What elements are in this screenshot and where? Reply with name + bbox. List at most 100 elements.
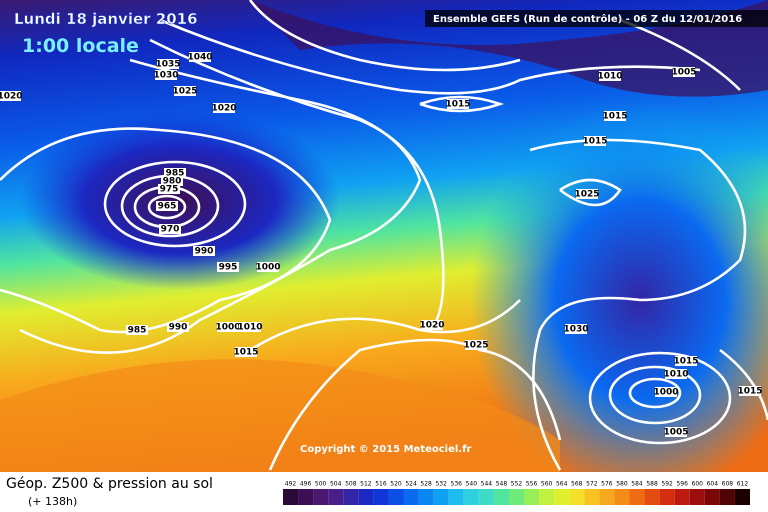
isobar-label: 1025	[463, 341, 488, 351]
legend-swatch	[418, 489, 434, 505]
legend-swatch	[388, 489, 404, 505]
legend-swatch	[478, 489, 494, 505]
isobar-label: 1005	[663, 428, 688, 438]
legend: 492 496 500 504 508 512 516 520 524 528 532 536 540 5…	[283, 481, 750, 505]
isobar-label: 1015	[737, 387, 762, 397]
isobar-label: 965	[158, 202, 177, 212]
legend-label: 596	[676, 481, 688, 488]
date-text: Lundi 18 janvier 2016	[14, 10, 198, 28]
label-bg	[599, 71, 621, 81]
isobar-label: 1010	[597, 72, 622, 82]
label-bg	[158, 184, 180, 194]
legend-label: 568	[571, 481, 583, 488]
label-bg	[239, 322, 261, 332]
label-bg	[665, 369, 687, 379]
legend-swatch	[493, 489, 509, 505]
isobar-label: 1015	[582, 137, 607, 147]
legend-swatch	[283, 489, 299, 505]
legend-label: 564	[556, 481, 568, 488]
legend-swatch	[343, 489, 359, 505]
legend-swatch	[554, 489, 570, 505]
legend-swatch	[734, 489, 750, 505]
legend-swatch	[539, 489, 555, 505]
legend-swatch	[328, 489, 344, 505]
legend-swatch	[463, 489, 479, 505]
legend-swatch	[704, 489, 720, 505]
isobar-label: 1030	[153, 71, 178, 81]
label-bg	[665, 427, 687, 437]
isobar-label: 980	[163, 177, 182, 187]
legend-label: 604	[707, 481, 719, 488]
legend-label: 496	[300, 481, 312, 488]
legend-label: 548	[496, 481, 508, 488]
isobar-label: 990	[169, 323, 188, 333]
label-bg	[161, 176, 183, 186]
legend-label: 524	[405, 481, 417, 488]
legend-swatch	[313, 489, 329, 505]
legend-swatch	[524, 489, 540, 505]
isobar-label: 1025	[574, 190, 599, 200]
label-bg	[675, 356, 697, 366]
legend-label: 540	[466, 481, 478, 488]
legend-label: 612	[737, 481, 749, 488]
legend-label: 588	[646, 481, 658, 488]
legend-swatch	[674, 489, 690, 505]
legend-label: 544	[481, 481, 493, 488]
legend-label: 492	[285, 481, 297, 488]
label-bg	[235, 347, 257, 357]
legend-swatch	[629, 489, 645, 505]
isobar-label: 995	[219, 263, 238, 273]
isobar-label: 1030	[563, 325, 588, 335]
model-text: Ensemble GEFS (Run de contrôle) - 06 Z d…	[433, 13, 742, 25]
isobar-label: 1040	[187, 53, 212, 63]
isobar-label: 1010	[663, 370, 688, 380]
legend-label: 592	[661, 481, 673, 488]
label-bg	[257, 262, 279, 272]
isobar-label: 990	[195, 247, 214, 257]
legend-label: 532	[435, 481, 447, 488]
label-bg	[565, 324, 587, 334]
legend-swatch	[599, 489, 615, 505]
label-bg	[217, 262, 239, 272]
legend-label: 600	[692, 481, 704, 488]
label-bg	[164, 168, 186, 178]
legend-label: 560	[541, 481, 553, 488]
label-bg	[655, 387, 677, 397]
label-bg	[126, 325, 148, 335]
isobar-label: 1010	[237, 323, 262, 333]
legend-label: 528	[420, 481, 432, 488]
isobar-label: 985	[166, 169, 185, 179]
legend-swatch	[689, 489, 705, 505]
label-bg	[159, 224, 181, 234]
isobar-label: 1020	[211, 104, 236, 114]
model-bar	[425, 10, 768, 27]
legend-swatch	[644, 489, 660, 505]
legend-label: 520	[390, 481, 402, 488]
legend-swatch	[448, 489, 464, 505]
label-bg	[213, 103, 235, 113]
dark-band	[250, 0, 768, 97]
isobar-label: 1035	[155, 60, 180, 70]
label-bg	[673, 67, 695, 77]
label-bg	[421, 320, 443, 330]
legend-label: 512	[360, 481, 372, 488]
label-bg	[155, 70, 177, 80]
warm-field	[0, 359, 560, 472]
legend-swatch	[373, 489, 389, 505]
label-bg	[193, 246, 215, 256]
label-bg	[156, 201, 178, 211]
label-bg	[739, 386, 761, 396]
isobar-label: 1020	[419, 321, 444, 331]
isobar-label: 1015	[445, 100, 470, 110]
legend-label: 552	[511, 481, 523, 488]
label-bg	[189, 52, 211, 62]
legend-label: 508	[345, 481, 357, 488]
legend-label: 504	[330, 481, 342, 488]
legend-swatch	[584, 489, 600, 505]
copyright: Copyright © 2015 Meteociel.fr	[300, 444, 471, 455]
isobar-label: 1000	[215, 323, 240, 333]
legend-swatch	[569, 489, 585, 505]
